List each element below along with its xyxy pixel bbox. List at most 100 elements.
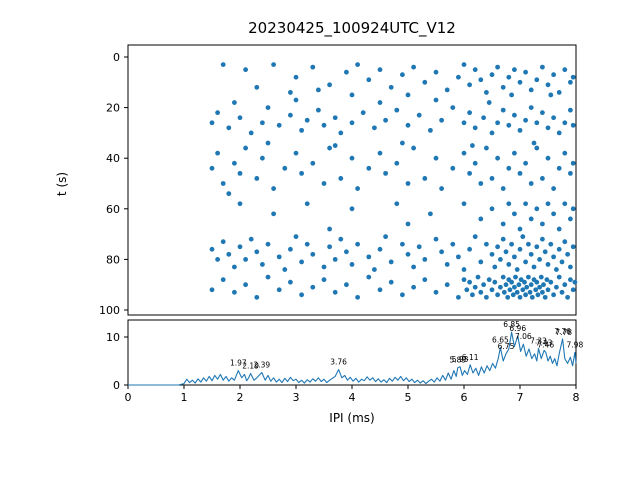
scatter-point bbox=[529, 294, 535, 300]
peak-annotation: 5.89 bbox=[449, 356, 466, 365]
scatter-point bbox=[562, 120, 568, 126]
scatter-point bbox=[411, 264, 416, 270]
scatter-point bbox=[316, 107, 321, 113]
scatter-point bbox=[405, 92, 411, 98]
scatter-point bbox=[524, 284, 530, 290]
scatter-point bbox=[540, 176, 545, 181]
scatter-point bbox=[500, 107, 506, 113]
scatter-point bbox=[472, 67, 478, 73]
scatter-point bbox=[254, 294, 260, 300]
scatter-point bbox=[383, 170, 388, 176]
scatter-point bbox=[540, 110, 545, 116]
x-tick-label: 4 bbox=[349, 391, 356, 404]
scatter-point bbox=[513, 274, 518, 280]
scatter-point bbox=[467, 279, 472, 285]
scatter-point bbox=[254, 176, 260, 181]
scatter-point bbox=[321, 122, 327, 128]
scatter-point bbox=[254, 84, 260, 90]
scatter-point bbox=[467, 246, 472, 252]
scatter-point bbox=[545, 82, 551, 88]
scatter-point bbox=[568, 79, 573, 85]
scatter-point bbox=[405, 251, 411, 257]
scatter-point bbox=[383, 234, 388, 240]
scatter-point bbox=[344, 282, 349, 288]
scatter-point bbox=[568, 216, 573, 222]
scatter-point bbox=[512, 67, 517, 73]
scatter-point bbox=[548, 241, 554, 247]
scatter-point bbox=[464, 287, 470, 293]
scatter-point bbox=[215, 150, 221, 156]
scatter-point bbox=[327, 226, 332, 232]
scatter-point bbox=[537, 284, 542, 290]
scatter-point bbox=[500, 186, 506, 191]
x-tick-label: 7 bbox=[517, 391, 524, 404]
peak-annotation: 1.97 bbox=[230, 359, 247, 368]
scatter-point bbox=[411, 145, 416, 151]
scatter-point bbox=[232, 100, 237, 105]
scatter-point bbox=[377, 287, 383, 293]
scatter-point bbox=[282, 267, 288, 272]
scatter-point bbox=[523, 69, 528, 75]
scatter-point bbox=[400, 72, 405, 78]
scatter-point bbox=[416, 244, 422, 250]
scatter-point bbox=[495, 244, 500, 250]
scatter-point bbox=[316, 87, 321, 93]
scatter-point bbox=[209, 246, 215, 252]
scatter-point bbox=[422, 277, 428, 283]
y-tick-label: 80 bbox=[106, 253, 120, 266]
scatter-point bbox=[332, 289, 338, 295]
scatter-point bbox=[327, 82, 332, 88]
scatter-point bbox=[467, 110, 472, 116]
x-tick-label: 0 bbox=[125, 391, 132, 404]
scatter-point bbox=[433, 155, 439, 161]
scatter-point bbox=[321, 181, 327, 186]
scatter-point bbox=[551, 115, 556, 121]
scatter-point bbox=[570, 244, 576, 250]
scatter-point bbox=[570, 206, 576, 212]
scatter-point bbox=[461, 150, 467, 156]
scatter-point bbox=[528, 87, 534, 93]
scatter-point bbox=[562, 282, 568, 288]
scatter-point bbox=[439, 186, 444, 191]
scatter-point bbox=[559, 289, 565, 295]
scatter-point bbox=[540, 64, 545, 70]
scatter-point bbox=[472, 284, 478, 290]
scatter-point bbox=[400, 292, 405, 298]
scatter-point bbox=[500, 221, 506, 227]
scatter-point bbox=[260, 120, 265, 126]
scatter-point bbox=[527, 289, 533, 295]
scatter-point bbox=[232, 264, 237, 270]
scatter-point bbox=[517, 246, 523, 252]
scatter-point bbox=[562, 239, 568, 245]
scatter-point bbox=[355, 241, 360, 247]
scatter-point bbox=[489, 251, 495, 257]
scatter-point bbox=[400, 140, 405, 146]
scatter-point bbox=[456, 74, 461, 80]
scatter-point bbox=[509, 92, 514, 98]
scatter-point bbox=[537, 257, 542, 262]
scatter-point bbox=[478, 259, 484, 265]
scatter-point bbox=[548, 92, 554, 98]
scatter-point bbox=[565, 294, 570, 300]
scatter-point bbox=[226, 191, 232, 197]
scatter-point bbox=[276, 287, 282, 293]
scatter-point bbox=[293, 150, 299, 156]
scatter-point bbox=[516, 282, 522, 288]
scatter-point bbox=[299, 292, 304, 298]
scatter-point bbox=[498, 284, 503, 290]
scatter-point bbox=[439, 249, 444, 255]
scatter-point bbox=[544, 277, 550, 283]
scatter-point bbox=[534, 145, 540, 151]
scatter-point bbox=[271, 211, 276, 217]
scatter-point bbox=[366, 254, 372, 260]
scatter-point bbox=[535, 292, 541, 298]
scatter-point bbox=[562, 201, 568, 207]
peak-annotation: 7.46 bbox=[537, 340, 554, 349]
scatter-point bbox=[541, 282, 546, 288]
scatter-point bbox=[556, 274, 562, 280]
x-tick-label: 5 bbox=[405, 391, 412, 404]
y-tick-label: 60 bbox=[106, 203, 120, 216]
scatter-point bbox=[517, 127, 523, 133]
